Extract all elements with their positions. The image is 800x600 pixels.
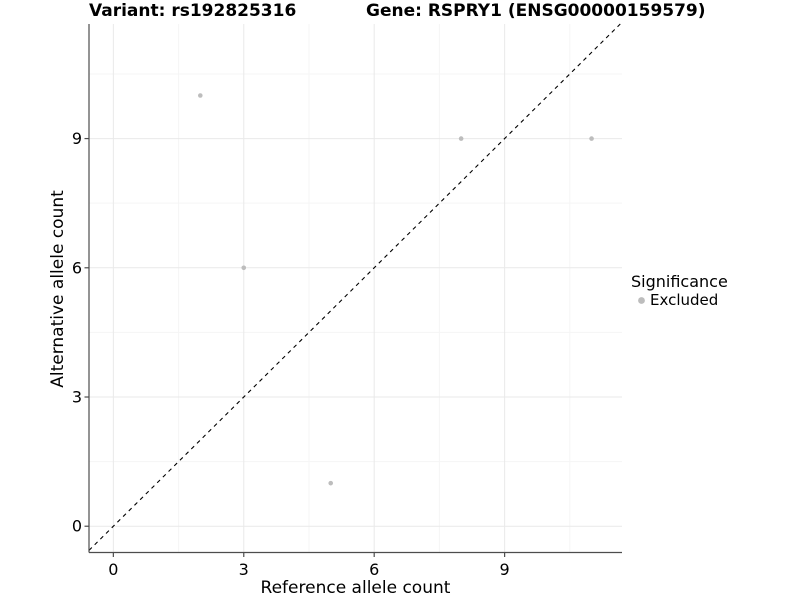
data-point — [197, 93, 203, 98]
y-tick-label: 6 — [72, 258, 82, 277]
data-point — [458, 136, 464, 141]
data-point — [241, 265, 247, 271]
identity-line — [88, 23, 621, 551]
legend: Significance Excluded — [631, 272, 728, 309]
y-tick-label: 3 — [72, 388, 82, 407]
variant-title: Variant: rs192825316 — [89, 1, 296, 21]
x-tick-label: 6 — [369, 560, 379, 579]
legend-point-icon — [638, 297, 645, 304]
legend-title: Significance — [631, 272, 728, 291]
gene-title: Gene: RSPRY1 (ENSG00000159579) — [366, 1, 706, 21]
y-tick-label: 0 — [72, 517, 82, 536]
x-tick-label: 3 — [239, 560, 249, 579]
x-tick-label: 0 — [108, 560, 118, 579]
data-point — [589, 136, 594, 141]
legend-item-label: Excluded — [650, 291, 718, 309]
y-axis-title: Alternative allele count — [48, 190, 68, 388]
plot-panel: 0 3 6 9 0 3 6 9 — [72, 23, 622, 579]
x-tick-label: 9 — [500, 560, 510, 579]
x-axis-title: Reference allele count — [261, 578, 451, 598]
y-tick-label: 9 — [72, 129, 82, 148]
data-point — [328, 480, 334, 486]
